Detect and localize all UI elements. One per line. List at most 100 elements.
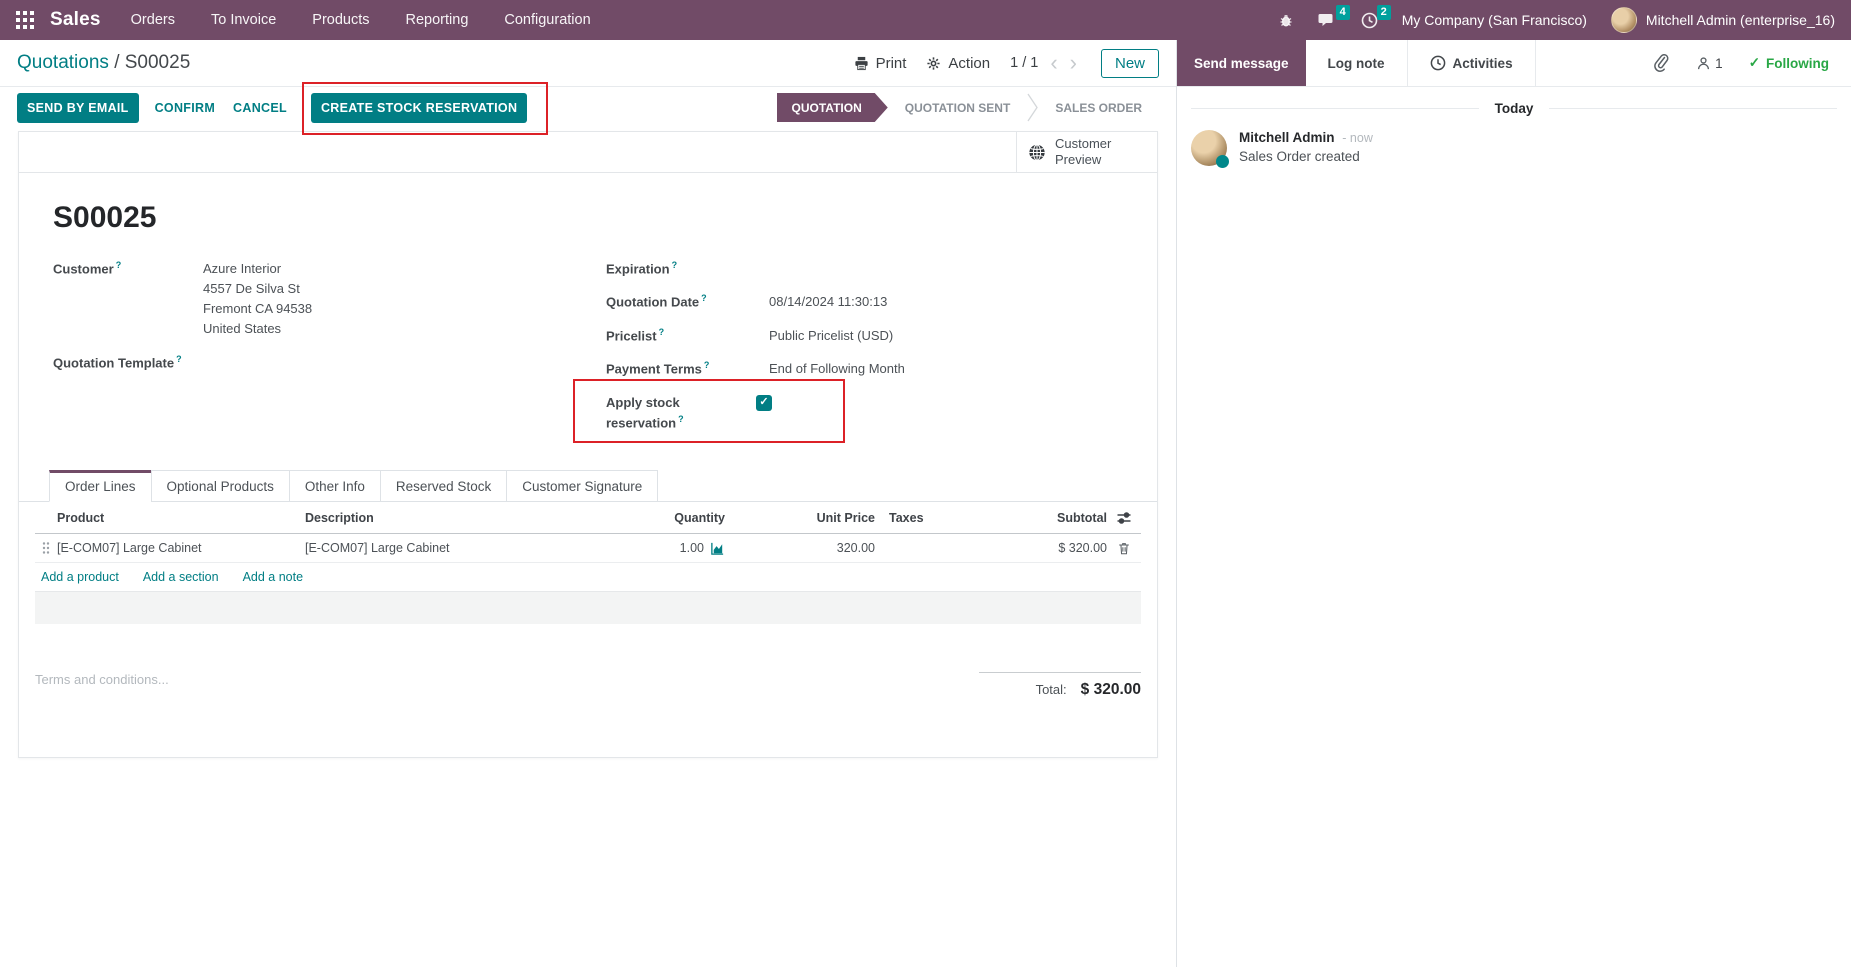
followers-button[interactable]: 1	[1696, 56, 1723, 71]
status-quotation-sent[interactable]: QUOTATION SENT	[904, 100, 1011, 115]
person-icon	[1698, 56, 1710, 69]
menu-products[interactable]: Products	[312, 12, 370, 28]
message-author[interactable]: Mitchell Admin	[1239, 130, 1335, 145]
date-divider: Today	[1191, 101, 1838, 116]
pager-next-icon[interactable]: ›	[1069, 50, 1077, 75]
expiration-label: Expiration?	[606, 260, 678, 277]
help-icon: ?	[115, 260, 122, 270]
add-a-section-link[interactable]: Add a section	[142, 570, 219, 585]
log-note-button[interactable]: Log note	[1327, 55, 1385, 71]
company-switcher[interactable]: My Company (San Francisco)	[1401, 12, 1587, 28]
table-row[interactable]: [E-COM07] Large Cabinet [E-COM07] Large …	[35, 534, 1141, 564]
confirm-button[interactable]: CONFIRM	[153, 93, 217, 123]
app-name[interactable]: Sales	[50, 9, 101, 30]
menu-orders[interactable]: Orders	[130, 12, 175, 28]
tab-reserved-stock[interactable]: Reserved Stock	[379, 470, 508, 503]
cell-subtotal: $ 320.00	[1058, 541, 1107, 556]
quotation-template-label: Quotation Template?	[53, 353, 182, 370]
chatter-message: Mitchell Admin - now Sales Order created	[1191, 130, 1837, 168]
col-unit-price[interactable]: Unit Price	[816, 510, 875, 525]
pager-count: 1 / 1	[1010, 55, 1039, 71]
new-button[interactable]: New	[1100, 48, 1159, 78]
following-button[interactable]: ✓ Following	[1748, 55, 1829, 71]
form-sheet: Customer Preview S00025 Customer? Azure …	[18, 131, 1158, 758]
online-status-dot	[1216, 155, 1229, 168]
breadcrumb-separator: /	[114, 52, 120, 73]
user-avatar	[1610, 7, 1637, 33]
messages-icon[interactable]: 4	[1318, 4, 1350, 29]
help-icon: ?	[671, 260, 678, 270]
gear-icon	[927, 56, 940, 70]
quotation-date-field[interactable]: 08/14/2024 11:30:13	[769, 294, 888, 310]
empty-row	[35, 592, 1141, 625]
col-quantity[interactable]: Quantity	[674, 510, 725, 525]
col-product[interactable]: Product	[57, 510, 105, 525]
status-sales-order[interactable]: SALES ORDER	[1055, 100, 1142, 115]
help-icon: ?	[703, 360, 710, 371]
tab-optional-products[interactable]: Optional Products	[150, 470, 290, 503]
help-icon: ?	[176, 353, 182, 364]
apply-stock-reservation-label: Apply stock reservation?	[606, 394, 684, 431]
check-icon: ✓	[1748, 55, 1760, 70]
cell-quantity[interactable]: 1.00	[679, 541, 704, 556]
tab-order-lines[interactable]: Order Lines	[49, 470, 152, 503]
cell-description[interactable]: [E-COM07] Large Cabinet	[305, 541, 450, 556]
breadcrumb-current: S00025	[124, 52, 191, 73]
order-lines-table: Product Description Quantity Unit Price …	[19, 502, 1157, 657]
status-chevron-icon	[1027, 93, 1039, 122]
apply-stock-reservation-checkbox[interactable]: ✓	[756, 394, 772, 411]
activities-button[interactable]: Activities	[1408, 40, 1535, 86]
apps-grid-icon[interactable]	[16, 11, 34, 29]
status-quotation[interactable]: QUOTATION	[777, 93, 888, 122]
app-menu: Orders To Invoice Products Reporting Con…	[131, 12, 591, 28]
customer-preview-button[interactable]: Customer Preview	[1016, 132, 1157, 172]
help-icon: ?	[658, 326, 665, 337]
total-label: Total:	[1035, 682, 1067, 698]
action-button[interactable]: Action	[926, 55, 990, 72]
follower-count: 1	[1715, 55, 1723, 71]
clock-icon	[1430, 55, 1445, 71]
customer-address-line: Fremont CA 94538	[203, 301, 313, 317]
pager-previous-icon[interactable]: ‹	[1050, 50, 1058, 75]
create-stock-reservation-button[interactable]: CREATE STOCK RESERVATION	[310, 92, 528, 123]
menu-configuration[interactable]: Configuration	[504, 12, 591, 28]
add-links-row: Add a product Add a section Add a note	[35, 563, 1141, 593]
col-taxes[interactable]: Taxes	[889, 510, 924, 525]
menu-to-invoice[interactable]: To Invoice	[210, 12, 277, 28]
user-menu[interactable]: Mitchell Admin (enterprise_16)	[1610, 7, 1835, 33]
send-by-email-button[interactable]: SEND BY EMAIL	[17, 92, 139, 123]
send-message-button[interactable]: Send message	[1177, 40, 1306, 86]
customer-value[interactable]: Azure Interior 4557 De Silva St Fremont …	[203, 259, 312, 340]
delete-row-icon[interactable]	[1107, 541, 1141, 556]
cell-product[interactable]: [E-COM07] Large Cabinet	[57, 541, 202, 556]
divider	[1406, 40, 1408, 86]
avatar[interactable]	[1191, 130, 1229, 168]
tab-customer-signature[interactable]: Customer Signature	[506, 470, 659, 503]
tab-other-info[interactable]: Other Info	[288, 470, 381, 503]
pricelist-label: Pricelist?	[606, 326, 665, 344]
activities-clock-icon[interactable]: 2	[1361, 4, 1391, 29]
messages-badge: 4	[1335, 4, 1350, 20]
cell-unit-price[interactable]: 320.00	[836, 541, 875, 556]
col-subtotal[interactable]: Subtotal	[1057, 510, 1107, 525]
control-panel: Quotations / S00025 Print Action 1 / 1 ‹…	[0, 40, 1176, 87]
optional-columns-icon[interactable]	[1107, 510, 1141, 526]
drag-handle-icon[interactable]	[35, 541, 57, 555]
total-block: Total: $ 320.00	[979, 672, 1141, 699]
breadcrumb-quotations[interactable]: Quotations	[17, 52, 109, 73]
col-description[interactable]: Description	[305, 510, 374, 525]
print-button[interactable]: Print	[854, 55, 906, 72]
menu-reporting[interactable]: Reporting	[405, 12, 469, 28]
add-a-note-link[interactable]: Add a note	[242, 570, 304, 585]
chatter-panel: Send message Log note Activities 1 ✓ Fol…	[1177, 40, 1851, 967]
terms-and-conditions-placeholder[interactable]: Terms and conditions...	[35, 672, 169, 688]
customer-address-line: 4557 De Silva St	[203, 281, 300, 297]
add-a-product-link[interactable]: Add a product	[41, 570, 119, 585]
activities-badge: 2	[1376, 4, 1391, 20]
debug-bug-icon[interactable]	[1278, 12, 1294, 28]
attachment-paperclip-icon[interactable]	[1652, 53, 1670, 73]
forecast-chart-icon[interactable]	[710, 541, 725, 556]
payment-terms-field[interactable]: End of Following Month	[769, 361, 905, 377]
cancel-button[interactable]: CANCEL	[231, 93, 289, 123]
pricelist-field[interactable]: Public Pricelist (USD)	[769, 327, 894, 343]
